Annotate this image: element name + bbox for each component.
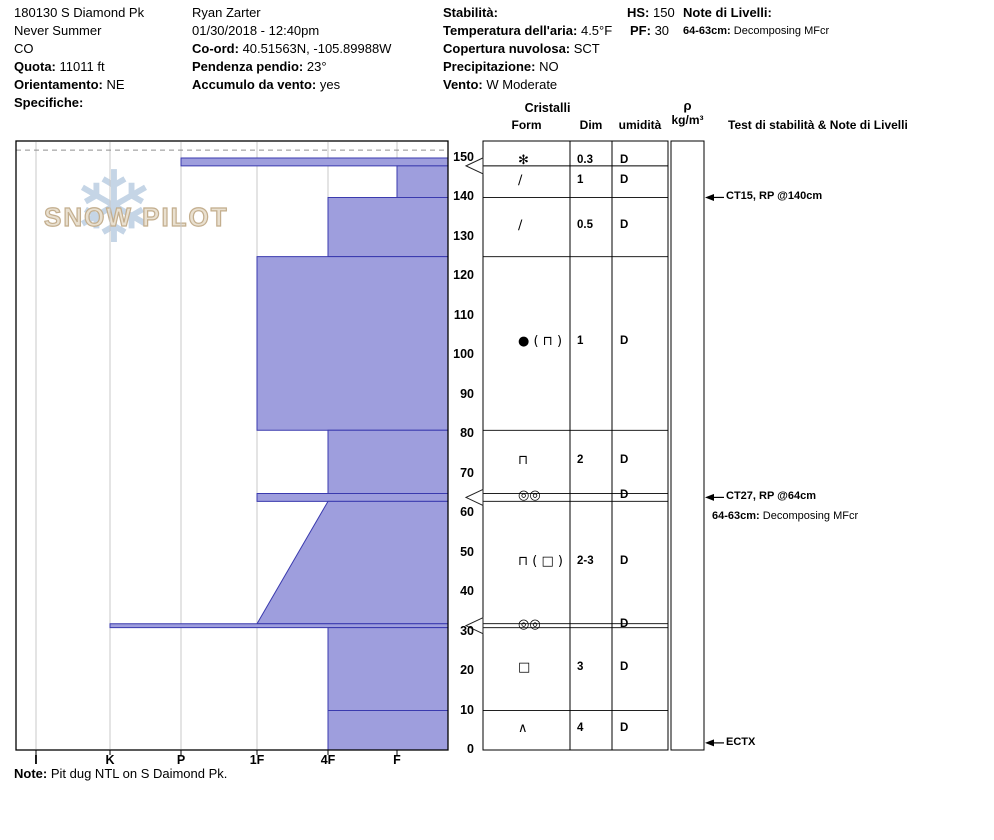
precip-row: Precipitazione: NO <box>443 59 559 74</box>
layer-flag-marker <box>464 616 484 635</box>
layer-bar <box>180 157 449 167</box>
layer-flag-marker <box>464 157 484 175</box>
elevation-label: Quota: <box>14 59 56 74</box>
pit-title: 180130 S Diamond Pk <box>14 5 145 20</box>
density-column-header: ρ <box>683 98 692 113</box>
layer-bar <box>327 429 449 494</box>
annotation-arrow-head <box>705 739 714 747</box>
observer-name: Ryan Zarter <box>192 5 261 20</box>
coordinates-label: Co-ord: <box>192 41 239 56</box>
chart-border <box>15 140 449 751</box>
aspect-row: Orientamento: NE <box>14 77 125 92</box>
slope-angle-value: 23° <box>306 59 327 74</box>
hs-label: HS: <box>627 5 650 20</box>
state: CO <box>14 41 34 56</box>
skycover-row: Copertura nuvolosa: SCT <box>443 41 600 56</box>
layer-bar <box>327 196 449 258</box>
snowflake-logo-icon: ❄ <box>72 149 156 266</box>
annotation-arrow-head <box>705 193 714 201</box>
pf-label: PF: <box>630 23 651 38</box>
pf-value: 30 <box>654 23 670 38</box>
coordinates-value: 40.51563N, -105.89988W <box>242 41 392 56</box>
windload-row: Accumulo da vento: yes <box>192 77 340 92</box>
density-unit-header: kg/m³ <box>671 113 704 127</box>
wetness-column-header: umidità <box>618 118 662 132</box>
crystals-column-header: Cristalli <box>524 101 571 115</box>
tests-column-header: Test di stabilità & Note di Livelli <box>728 118 908 132</box>
coordinates-row: Co-ord: 40.51563N, -105.89988W <box>192 41 391 56</box>
layer-note-text: Decomposing MFcr <box>733 25 830 37</box>
precip-label: Precipitazione: <box>443 59 536 74</box>
wind-label: Vento: <box>443 77 483 92</box>
snowpilot-watermark: SNOW PILOT <box>43 201 229 232</box>
dim-column-header: Dim <box>579 118 603 132</box>
windload-label: Accumulo da vento: <box>192 77 317 92</box>
layer-note-row: 64-63cm: Decomposing MFcr <box>683 25 829 37</box>
mountain-range: Never Summer <box>14 23 102 38</box>
pit-note-label: Note: <box>14 766 48 781</box>
pit-note-text: Pit dug NTL on S Daimond Pk. <box>50 766 228 781</box>
stability-label: Stabilità: <box>443 5 498 20</box>
layer-note-depth: 64-63cm: <box>683 25 731 37</box>
pit-note: Note: Pit dug NTL on S Daimond Pk. <box>14 766 227 781</box>
slope-angle-row: Pendenza pendio: 23° <box>192 59 327 74</box>
aspect-label: Orientamento: <box>14 77 103 92</box>
pf-row: PF: 30 <box>630 23 669 38</box>
slope-angle-label: Pendenza pendio: <box>192 59 304 74</box>
pit-datetime: 01/30/2018 - 12:40pm <box>192 23 320 38</box>
airtemp-label: Temperatura dell'aria: <box>443 23 578 38</box>
layer-bar <box>109 623 449 629</box>
layer-notes-header: Note di Livelli: <box>683 5 772 20</box>
skycover-label: Copertura nuvolosa: <box>443 41 571 56</box>
wind-value: W Moderate <box>486 77 558 92</box>
specifics-row: Specifiche: <box>14 95 83 110</box>
hs-value: 150 <box>653 5 675 20</box>
annotation-arrow-head <box>705 493 714 501</box>
layer-bar <box>327 710 449 751</box>
aspect-value: NE <box>106 77 125 92</box>
layer-bar <box>327 627 449 712</box>
airtemp-value: 4.5°F <box>580 23 613 38</box>
layer-bar <box>256 492 449 502</box>
hs-row: HS: 150 <box>627 5 675 20</box>
specifics-label: Specifiche: <box>14 95 84 110</box>
precip-value: NO <box>539 59 559 74</box>
wind-row: Vento: W Moderate <box>443 77 557 92</box>
crystal-table-border <box>482 140 669 751</box>
form-column-header: Form <box>511 118 542 132</box>
elevation-value: 11011 ft <box>59 59 105 74</box>
layer-flag-marker <box>464 488 484 507</box>
airtemp-row: Temperatura dell'aria: 4.5°F <box>443 23 612 38</box>
layer-bar <box>256 500 449 625</box>
windload-value: yes <box>319 77 341 92</box>
skycover-value: SCT <box>573 41 600 56</box>
density-column-border <box>670 140 705 751</box>
elevation-row: Quota: 11011 ft <box>14 59 105 74</box>
stability-row: Stabilità: <box>443 5 498 20</box>
layer-bar <box>396 165 449 198</box>
layer-bar <box>256 256 449 431</box>
layer-notes-label: Note di Livelli: <box>683 5 772 20</box>
